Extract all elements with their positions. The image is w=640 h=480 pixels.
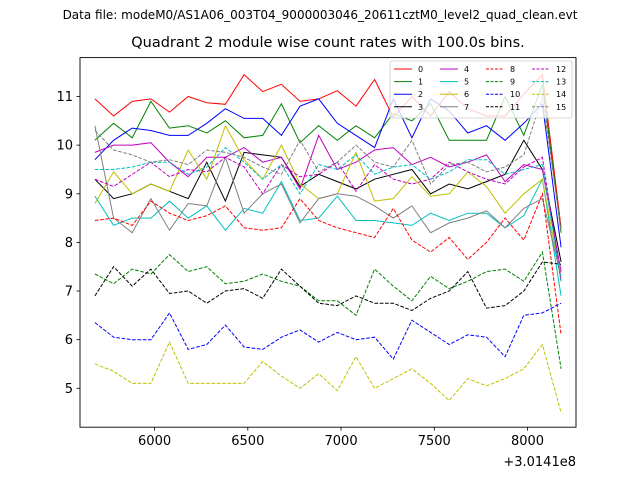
legend-label-6: 6 [464, 90, 469, 99]
y-tick-label: 7 [65, 285, 73, 300]
series-line-4 [94, 134, 562, 272]
legend-label-11: 11 [510, 103, 520, 112]
y-tick-label: 11 [56, 90, 73, 105]
legend-label-7: 7 [464, 103, 469, 112]
x-tick-label: 7500 [418, 434, 451, 449]
legend-label-14: 14 [556, 90, 566, 99]
series-line-5 [94, 177, 562, 296]
chart-title: Quadrant 2 module wise count rates with … [131, 35, 525, 51]
legend-label-3: 3 [418, 103, 423, 112]
legend-label-10: 10 [510, 90, 520, 99]
y-axis: 5 6 7 8 9 10 11 [56, 90, 80, 397]
legend-label-4: 4 [464, 65, 469, 74]
series-line-14 [94, 340, 562, 413]
figure-suptitle: Data file: modeM0/AS1A06_003T04_90000030… [62, 8, 578, 22]
legend-label-2: 2 [418, 90, 423, 99]
y-tick-label: 8 [65, 236, 73, 251]
legend-label-12: 12 [556, 65, 566, 74]
series-line-3 [94, 139, 562, 262]
legend-label-15: 15 [556, 103, 566, 112]
series-line-2 [94, 97, 562, 248]
legend-label-5: 5 [464, 78, 469, 87]
x-tick-label: 6500 [231, 434, 264, 449]
series-line-11 [94, 261, 562, 312]
x-axis-offset-label: +3.0141e8 [503, 455, 576, 470]
series-line-9 [94, 250, 562, 369]
legend-label-0: 0 [418, 65, 423, 74]
series-line-6 [94, 124, 562, 282]
series-line-1 [94, 84, 562, 233]
series-line-12 [94, 156, 562, 282]
x-axis: 6000 6500 7000 7500 8000 [138, 427, 544, 449]
legend-label-8: 8 [510, 65, 515, 74]
x-tick-label: 6000 [138, 434, 171, 449]
legend-label-13: 13 [556, 78, 566, 87]
series-line-7 [94, 125, 562, 277]
legend-label-9: 9 [510, 78, 515, 87]
y-tick-label: 9 [65, 187, 73, 202]
y-tick-label: 6 [65, 333, 73, 348]
y-tick-label: 10 [56, 139, 73, 154]
series-line-8 [94, 191, 562, 335]
legend-label-1: 1 [418, 78, 423, 87]
x-tick-label: 8000 [511, 434, 544, 449]
y-tick-label: 5 [65, 382, 73, 397]
legend-box [389, 60, 573, 119]
x-tick-label: 7000 [325, 434, 358, 449]
series-line-15 [94, 96, 562, 231]
series-lines [94, 73, 562, 413]
series-line-10 [94, 302, 562, 361]
